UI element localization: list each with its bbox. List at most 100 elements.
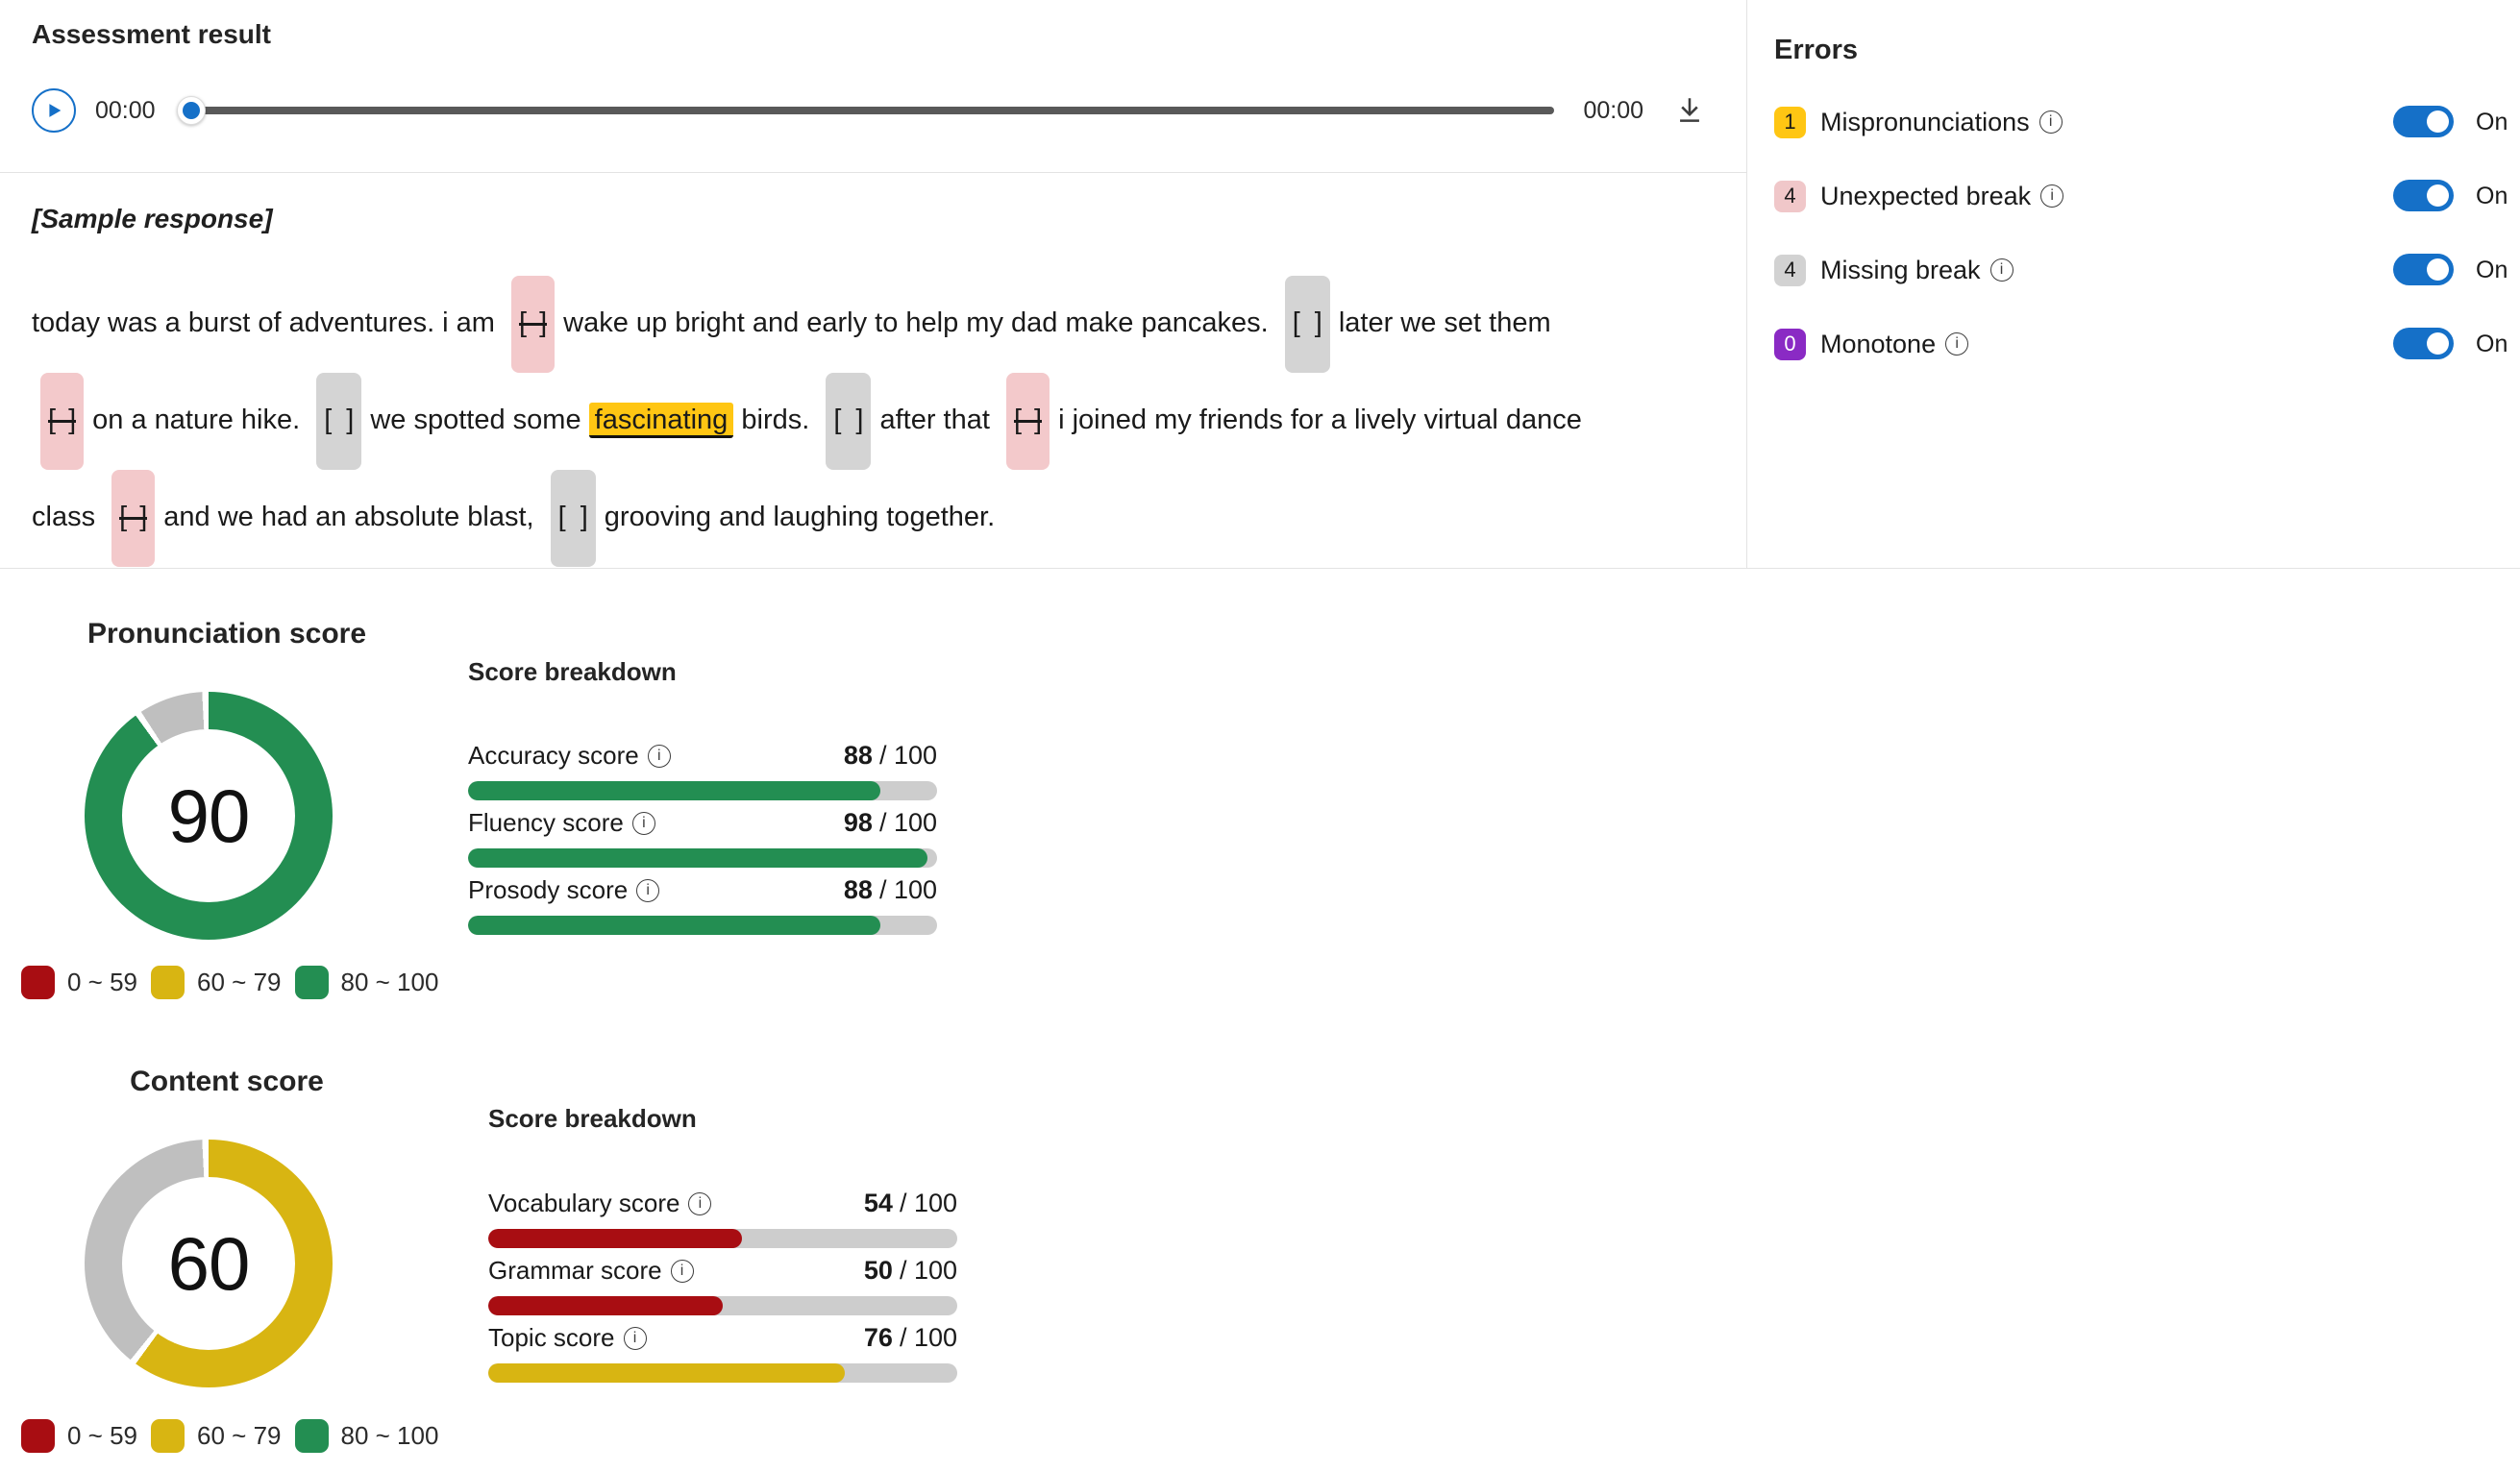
break-dash-icon xyxy=(519,322,548,326)
transcript-text: on a nature hike. xyxy=(92,405,309,435)
legend-label: 60 ~ 79 xyxy=(197,1421,282,1450)
info-icon[interactable] xyxy=(636,878,660,902)
info-icon[interactable] xyxy=(631,811,655,835)
transcript-text: wake up bright and early to help my dad … xyxy=(563,307,1276,338)
score-bar xyxy=(488,1363,957,1383)
toggle-mispronunciations[interactable] xyxy=(2393,106,2454,137)
slider-track[interactable] xyxy=(180,107,1555,114)
score-bar xyxy=(468,848,937,868)
download-button[interactable] xyxy=(1670,91,1709,130)
error-label: Mispronunciations xyxy=(1820,107,2030,136)
error-label: Missing break xyxy=(1820,255,1981,284)
missing-break-marker[interactable] xyxy=(316,373,362,470)
error-row-monotone: 0 Monotone On xyxy=(1774,322,2520,366)
legend-swatch-green xyxy=(294,966,329,999)
info-icon[interactable] xyxy=(1945,332,1969,356)
pronunciation-breakdown-title: Score breakdown xyxy=(468,657,677,686)
score-bar-fill xyxy=(468,781,881,800)
info-icon[interactable] xyxy=(1989,258,2014,282)
vocabulary-score-row: Vocabulary score 54/ 100 xyxy=(488,1189,957,1248)
unexpected-break-marker[interactable] xyxy=(511,276,556,373)
error-count-badge: 4 xyxy=(1774,180,1806,212)
toggle-unexpected-break[interactable] xyxy=(2393,180,2454,211)
transcript-text: we spotted some xyxy=(370,405,589,435)
score-row-label: Grammar score xyxy=(488,1256,694,1286)
info-icon[interactable] xyxy=(623,1326,647,1350)
score-row-label: Fluency score xyxy=(468,808,655,838)
play-button[interactable] xyxy=(32,88,76,133)
missing-break-marker[interactable] xyxy=(826,373,872,470)
score-row-label: Vocabulary score xyxy=(488,1189,712,1218)
break-dash-icon xyxy=(1013,419,1043,423)
unexpected-break-marker[interactable] xyxy=(40,373,85,470)
legend-swatch-yellow xyxy=(151,1419,185,1453)
score-bar-fill xyxy=(468,916,881,935)
legend-label: 80 ~ 100 xyxy=(340,1421,439,1450)
score-row-value: 98/ 100 xyxy=(843,808,937,837)
error-row-mispronunciations: 1 Mispronunciations On xyxy=(1774,100,2520,144)
error-row-unexpected-break: 4 Unexpected break On xyxy=(1774,174,2520,218)
content-breakdown-title: Score breakdown xyxy=(488,1104,697,1133)
toggle-state-label: On xyxy=(2476,108,2508,135)
score-row-value: 76/ 100 xyxy=(863,1323,957,1352)
score-bar-fill xyxy=(488,1296,723,1315)
current-time: 00:00 xyxy=(95,96,156,124)
score-bar-fill xyxy=(488,1363,845,1383)
duration-time: 00:00 xyxy=(1583,96,1643,124)
toggle-missing-break[interactable] xyxy=(2393,254,2454,285)
info-icon[interactable] xyxy=(647,744,671,768)
info-icon[interactable] xyxy=(670,1259,694,1283)
score-bar xyxy=(488,1296,957,1315)
transcript-text: today was a burst of adventures. i am xyxy=(32,307,504,338)
transcript-text: later we set them xyxy=(1338,307,1551,338)
divider-vertical xyxy=(1746,0,1747,569)
pronunciation-score-value: 90 xyxy=(167,773,251,858)
score-bar-fill xyxy=(468,848,928,868)
donut-hole: 90 xyxy=(122,729,295,902)
errors-panel-title: Errors xyxy=(1774,35,1859,65)
info-icon[interactable] xyxy=(2038,110,2063,134)
accuracy-score-row: Accuracy score 88/ 100 xyxy=(468,741,937,800)
toggle-knob xyxy=(2427,184,2449,207)
error-count-badge: 4 xyxy=(1774,254,1806,286)
mispronounced-word[interactable]: fascinating xyxy=(588,403,734,438)
divider-under-player xyxy=(0,172,1746,173)
error-label: Unexpected break xyxy=(1820,181,2032,210)
transcript: today was a burst of adventures. i am wa… xyxy=(32,276,1733,567)
info-icon[interactable] xyxy=(2040,184,2064,208)
unexpected-break-marker[interactable] xyxy=(1005,373,1050,470)
error-count-badge: 0 xyxy=(1774,328,1806,360)
legend-swatch-green xyxy=(294,1419,329,1453)
score-row-value: 88/ 100 xyxy=(843,875,937,904)
break-dash-icon xyxy=(48,419,77,423)
prosody-score-row: Prosody score 88/ 100 xyxy=(468,875,937,935)
missing-break-marker[interactable] xyxy=(1284,276,1330,373)
score-row-label: Prosody score xyxy=(468,875,660,905)
content-score-value: 60 xyxy=(167,1220,251,1306)
score-bar xyxy=(468,916,937,935)
error-row-missing-break: 4 Missing break On xyxy=(1774,248,2520,292)
seek-slider[interactable] xyxy=(176,96,1555,125)
toggle-monotone[interactable] xyxy=(2393,328,2454,359)
score-row-label: Accuracy score xyxy=(468,741,671,771)
missing-break-marker[interactable] xyxy=(550,470,596,567)
fluency-score-row: Fluency score 98/ 100 xyxy=(468,808,937,868)
transcript-line: on a nature hike. we spotted some fascin… xyxy=(32,373,1733,470)
score-row-label: Topic score xyxy=(488,1323,647,1353)
legend-label: 80 ~ 100 xyxy=(340,968,439,996)
slider-thumb[interactable] xyxy=(176,96,206,125)
sample-response-label: [Sample response] xyxy=(32,204,273,233)
score-row-value: 54/ 100 xyxy=(863,1189,957,1217)
unexpected-break-marker[interactable] xyxy=(111,470,156,567)
download-icon xyxy=(1680,98,1699,122)
transcript-text: grooving and laughing together. xyxy=(604,502,996,532)
toggle-knob xyxy=(2427,110,2449,133)
transcript-text: and we had an absolute blast, xyxy=(163,502,542,532)
info-icon[interactable] xyxy=(688,1191,712,1215)
transcript-text: birds. xyxy=(733,405,818,435)
transcript-text: class xyxy=(32,502,104,532)
score-row-value: 50/ 100 xyxy=(863,1256,957,1285)
legend-label: 60 ~ 79 xyxy=(197,968,282,996)
audio-player: 00:00 00:00 xyxy=(32,88,1709,133)
